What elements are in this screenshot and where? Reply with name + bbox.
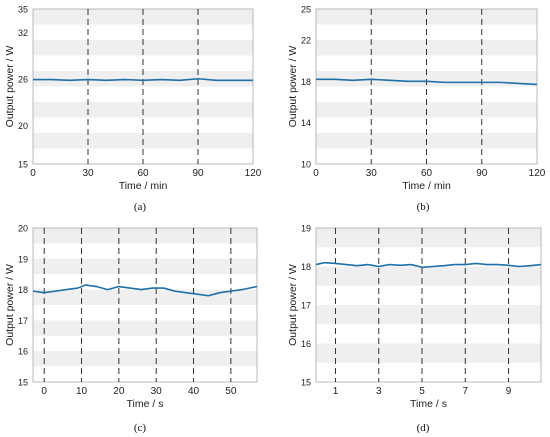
y-tick-label: 16: [301, 339, 311, 349]
y-tick-label: 17: [301, 301, 311, 311]
x-tick-label: 7: [462, 386, 468, 397]
background-band: [33, 228, 257, 244]
background-band: [316, 305, 541, 325]
background-band: [316, 266, 541, 286]
y-axis-label: Output power / W: [287, 46, 299, 128]
y-tick-label: 15: [18, 160, 28, 170]
x-tick-label: 0: [41, 386, 47, 397]
x-tick-label: 0: [30, 168, 36, 179]
background-band: [33, 258, 257, 275]
x-tick-label: 90: [192, 168, 204, 179]
chart-panel-1: 0 30 60 90 120 15 20 26 32 35 Time / min Output pow…: [4, 5, 262, 214]
y-tick-label: 19: [301, 224, 311, 234]
background-band: [33, 351, 257, 367]
x-tick-label: 5: [419, 386, 425, 397]
x-tick-label: 40: [188, 386, 200, 397]
background-band: [316, 343, 541, 363]
y-tick-label: 17: [18, 316, 28, 326]
y-tick-label: 16: [18, 347, 28, 357]
y-tick-label: 10: [301, 160, 311, 170]
x-tick-label: 9: [506, 386, 512, 397]
chart-panel-2: 0 30 60 90 120 10 14 18 22 25 Time / min Output pow…: [287, 5, 546, 214]
x-axis-label: Time / min: [119, 180, 168, 192]
x-tick-label: 0: [313, 168, 319, 179]
chart-panel-4: 1 3 5 7 9 15 16 17 18 19 Time / s Output power / W (…: [287, 224, 542, 434]
y-tick-label: 20: [18, 224, 28, 234]
plot-frame: [315, 227, 542, 383]
x-tick-label: 90: [476, 168, 488, 179]
x-tick-label: 30: [82, 168, 94, 179]
x-tick-label: 120: [529, 168, 546, 179]
y-tick-label: 18: [301, 262, 311, 272]
y-tick-label: 20: [18, 121, 28, 131]
x-tick-label: 120: [245, 168, 262, 179]
x-tick-label: 60: [137, 168, 149, 179]
background-band: [316, 228, 541, 248]
y-tick-label: 26: [18, 74, 28, 84]
panel-caption: (b): [417, 201, 430, 213]
y-tick-label: 15: [301, 378, 311, 388]
series-line: [32, 284, 258, 297]
plot-frame: [32, 227, 258, 383]
y-axis-label: Output power / W: [4, 46, 16, 128]
y-tick-label: 15: [18, 378, 28, 388]
x-tick-label: 1: [333, 386, 339, 397]
y-axis-label: Output power / W: [287, 264, 299, 346]
panel-caption: (d): [417, 422, 430, 434]
y-tick-label: 35: [18, 5, 28, 15]
x-axis-label: Time / min: [402, 180, 451, 192]
background-band: [33, 320, 257, 336]
y-tick-label: 18: [18, 285, 28, 295]
x-tick-label: 60: [421, 168, 433, 179]
series-line: [33, 77, 253, 82]
x-axis-label: Time / s: [410, 398, 447, 410]
panel-caption: (a): [134, 201, 147, 213]
x-tick-label: 3: [376, 386, 382, 397]
y-tick-label: 19: [18, 254, 28, 264]
y-tick-label: 22: [301, 36, 311, 46]
series-line: [315, 261, 542, 269]
series-line: [316, 78, 538, 86]
y-tick-label: 32: [18, 28, 28, 38]
panel-caption: (c): [134, 422, 147, 434]
x-axis-label: Time / s: [127, 398, 164, 410]
x-tick-label: 20: [113, 386, 125, 397]
x-tick-label: 30: [151, 386, 163, 397]
x-tick-label: 50: [225, 386, 237, 397]
y-tick-label: 18: [301, 77, 311, 87]
background-band: [33, 289, 257, 305]
x-tick-label: 10: [76, 386, 88, 397]
y-axis-label: Output power / W: [4, 264, 16, 346]
x-tick-label: 30: [366, 168, 378, 179]
y-tick-label: 14: [301, 118, 311, 128]
y-tick-label: 25: [301, 5, 311, 15]
